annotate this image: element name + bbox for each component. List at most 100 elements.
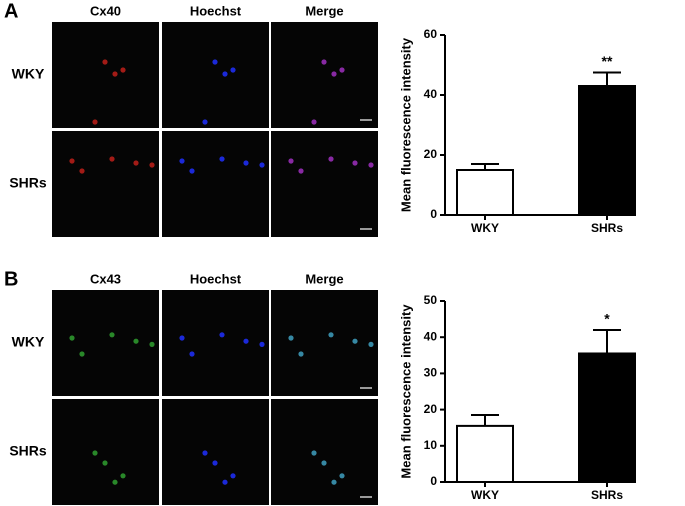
- micrograph: [271, 290, 378, 396]
- panel-letter: A: [4, 0, 18, 22]
- cell: [311, 450, 317, 456]
- y-tick-label: 40: [424, 329, 438, 343]
- cell: [288, 158, 294, 164]
- cell: [368, 162, 374, 168]
- micrograph: [162, 131, 269, 237]
- cell: [328, 332, 334, 338]
- cell: [69, 158, 75, 164]
- panel-letter: B: [4, 268, 18, 290]
- cell: [120, 67, 126, 73]
- micrograph: [271, 22, 378, 128]
- cell: [230, 67, 236, 73]
- y-tick-label: 0: [430, 207, 437, 221]
- micrograph: [162, 22, 269, 128]
- cell: [321, 59, 327, 65]
- cell: [352, 160, 358, 166]
- cell: [243, 160, 249, 166]
- cell: [331, 479, 337, 485]
- cell: [112, 479, 118, 485]
- micrograph: [52, 22, 159, 128]
- cell: [259, 341, 265, 347]
- cell: [120, 473, 126, 479]
- cell: [102, 460, 108, 466]
- y-axis-label: Mean fluorescence intensity: [398, 37, 413, 212]
- cell: [212, 59, 218, 65]
- cell: [331, 71, 337, 77]
- bar: [578, 352, 636, 483]
- cell: [179, 335, 185, 341]
- micrograph: [52, 399, 159, 505]
- cell: [288, 335, 294, 341]
- cell: [222, 71, 228, 77]
- micrograph: [162, 399, 269, 505]
- significance: *: [604, 311, 610, 327]
- cell: [352, 338, 358, 344]
- y-tick-label: 40: [424, 87, 438, 101]
- y-tick-label: 30: [424, 366, 438, 380]
- cell: [79, 168, 85, 174]
- micrograph: [271, 399, 378, 505]
- column-header: Cx40: [90, 3, 121, 18]
- y-tick-label: 0: [430, 474, 437, 488]
- y-tick-label: 10: [424, 438, 438, 452]
- y-tick-label: 20: [424, 147, 438, 161]
- column-header: Merge: [305, 3, 343, 18]
- y-tick-label: 20: [424, 402, 438, 416]
- cell: [321, 460, 327, 466]
- x-tick-label: SHRs: [591, 221, 623, 235]
- cell: [339, 473, 345, 479]
- cell: [133, 338, 139, 344]
- cell: [79, 351, 85, 357]
- cell: [69, 335, 75, 341]
- micrograph: [52, 290, 159, 396]
- cell: [311, 119, 317, 125]
- cell: [179, 158, 185, 164]
- x-tick-label: WKY: [471, 488, 499, 502]
- y-tick-label: 60: [424, 27, 438, 41]
- micrograph: [162, 290, 269, 396]
- bar: [456, 169, 514, 216]
- y-axis-label: Mean fluorescence intensity: [398, 304, 413, 479]
- x-tick-label: SHRs: [591, 488, 623, 502]
- cell: [243, 338, 249, 344]
- cell: [222, 479, 228, 485]
- micrograph: [52, 131, 159, 237]
- bar: [456, 424, 514, 484]
- cell: [109, 332, 115, 338]
- column-header: Hoechst: [190, 271, 242, 286]
- cell: [149, 341, 155, 347]
- cell: [230, 473, 236, 479]
- cell: [298, 168, 304, 174]
- y-tick-label: 50: [424, 293, 438, 307]
- cell: [328, 156, 334, 162]
- cell: [149, 162, 155, 168]
- cell: [202, 119, 208, 125]
- cell: [92, 119, 98, 125]
- cell: [298, 351, 304, 357]
- cell: [102, 59, 108, 65]
- cell: [219, 156, 225, 162]
- row-label: SHRs: [9, 175, 47, 191]
- row-label: SHRs: [9, 443, 47, 459]
- cell: [189, 351, 195, 357]
- cell: [259, 162, 265, 168]
- column-header: Merge: [305, 271, 343, 286]
- cell: [368, 341, 374, 347]
- significance: **: [602, 53, 613, 69]
- micrograph: [271, 131, 378, 237]
- cell: [212, 460, 218, 466]
- cell: [202, 450, 208, 456]
- column-header: Cx43: [90, 271, 121, 286]
- column-header: Hoechst: [190, 3, 242, 18]
- cell: [219, 332, 225, 338]
- cell: [92, 450, 98, 456]
- cell: [189, 168, 195, 174]
- cell: [109, 156, 115, 162]
- x-tick-label: WKY: [471, 221, 499, 235]
- cell: [112, 71, 118, 77]
- row-label: WKY: [12, 334, 45, 350]
- cell: [133, 160, 139, 166]
- cell: [339, 67, 345, 73]
- row-label: WKY: [12, 66, 45, 82]
